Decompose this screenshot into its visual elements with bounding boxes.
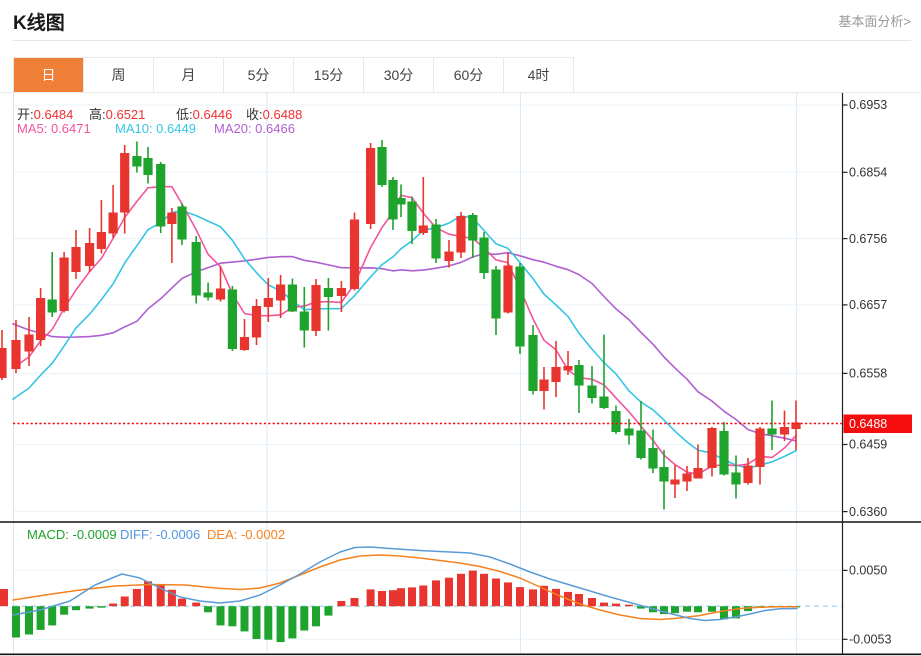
svg-text:0.6756: 0.6756: [849, 232, 887, 246]
svg-text:0.6657: 0.6657: [849, 298, 887, 312]
svg-text:0.0050: 0.0050: [849, 564, 887, 578]
svg-text:0.6459: 0.6459: [849, 438, 887, 452]
svg-text:-0.0053: -0.0053: [849, 633, 891, 647]
svg-text:0.6558: 0.6558: [849, 367, 887, 381]
svg-text:0.6854: 0.6854: [849, 166, 887, 180]
svg-text:0.6488: 0.6488: [849, 417, 887, 431]
svg-text:0.6360: 0.6360: [849, 505, 887, 519]
svg-text:0.6953: 0.6953: [849, 98, 887, 112]
